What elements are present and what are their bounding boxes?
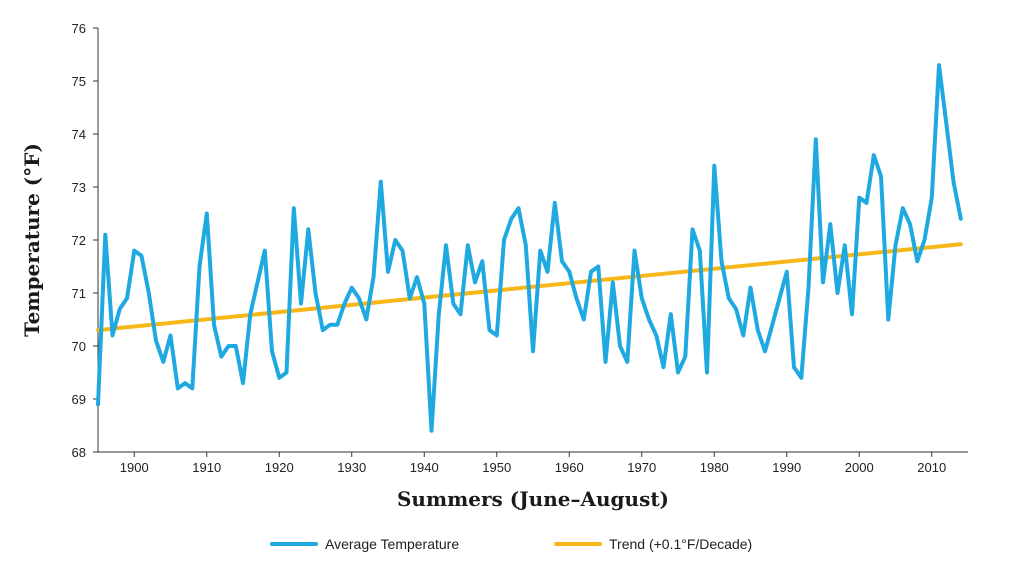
x-tick-label: 1940 xyxy=(410,460,439,475)
x-tick-label: 1980 xyxy=(700,460,729,475)
legend-label-average: Average Temperature xyxy=(325,536,459,552)
x-tick-label: 1920 xyxy=(265,460,294,475)
y-tick-label: 75 xyxy=(72,74,86,89)
y-tick-label: 73 xyxy=(72,180,86,195)
legend: Average Temperature Trend (+0.1°F/Decade… xyxy=(270,536,752,552)
legend-item-trend: Trend (+0.1°F/Decade) xyxy=(554,536,752,552)
x-tick-label: 1930 xyxy=(337,460,366,475)
legend-item-average: Average Temperature xyxy=(270,536,459,552)
y-tick-label: 76 xyxy=(72,21,86,36)
y-axis: 68 69 70 71 72 73 74 75 76 xyxy=(72,21,99,460)
x-tick-label: 1960 xyxy=(555,460,584,475)
x-tick-label: 1970 xyxy=(627,460,656,475)
y-tick-label: 68 xyxy=(72,445,86,460)
y-tick-label: 71 xyxy=(72,286,86,301)
x-tick-label: 1950 xyxy=(482,460,511,475)
plot-series xyxy=(96,63,963,433)
x-tick-label: 1900 xyxy=(120,460,149,475)
x-axis: 1900 1910 1920 1930 1940 1950 1960 1970 1980 1990… xyxy=(98,451,968,475)
x-tick-label: 2010 xyxy=(917,460,946,475)
x-axis-title: Summers (June–August) xyxy=(397,487,669,511)
x-tick-label: 1910 xyxy=(192,460,221,475)
y-tick-label: 69 xyxy=(72,392,86,407)
y-tick-label: 70 xyxy=(72,339,86,354)
x-tick-label: 1990 xyxy=(772,460,801,475)
y-tick-label: 72 xyxy=(72,233,86,248)
average-temperature-line xyxy=(96,63,963,433)
y-axis-title: Temperature (°F) xyxy=(20,143,44,337)
legend-label-trend: Trend (+0.1°F/Decade) xyxy=(609,536,752,552)
x-tick-label: 2000 xyxy=(845,460,874,475)
y-tick-label: 74 xyxy=(72,127,86,142)
